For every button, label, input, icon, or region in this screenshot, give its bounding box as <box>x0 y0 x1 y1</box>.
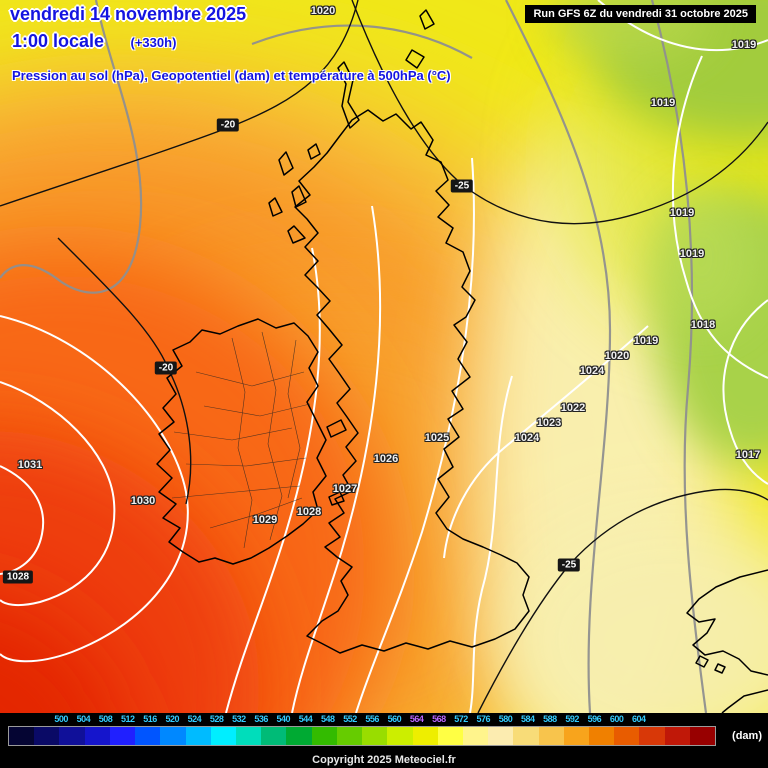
legend-color-bar <box>8 726 716 746</box>
copyright-text: Copyright 2025 Meteociel.fr <box>312 754 456 766</box>
legend-swatch <box>614 727 640 745</box>
pressure-label: 1030 <box>130 495 156 507</box>
pressure-label: 1019 <box>650 97 676 109</box>
legend-value-row: 500 504 508 512 516 520 524 528 532 536 540 544 548 5… <box>50 714 650 724</box>
legend-value: 548 <box>320 714 335 724</box>
map-parameters-subtitle: Pression au sol (hPa), Geopotentiel (dam… <box>12 68 451 83</box>
pressure-label: 1022 <box>560 402 586 414</box>
legend-swatch <box>34 727 60 745</box>
temperature-label: -20 <box>154 361 178 375</box>
legend-swatch <box>437 727 463 745</box>
legend-swatch <box>538 727 564 745</box>
temperature-label: -25 <box>557 558 581 572</box>
legend-value: 540 <box>276 714 291 724</box>
legend-value: 568 <box>432 714 446 724</box>
legend-value: 576 <box>476 714 491 724</box>
model-run-info: Run GFS 6Z du vendredi 31 octobre 2025 <box>525 5 756 23</box>
legend-value: 504 <box>76 714 91 724</box>
legend-value: 524 <box>187 714 202 724</box>
legend-swatch <box>210 727 236 745</box>
legend-value: 584 <box>520 714 535 724</box>
forecast-time: 1:00 locale <box>12 31 105 51</box>
legend-swatch <box>689 727 716 745</box>
temperature-label: -25 <box>450 179 474 193</box>
geopotential-contours <box>0 0 708 713</box>
legend-value: 604 <box>632 714 646 724</box>
legend-value: 536 <box>254 714 268 724</box>
pressure-label: 1026 <box>373 453 399 465</box>
pressure-label: 1024 <box>514 432 540 444</box>
legend-swatch <box>589 727 615 745</box>
forecast-map: 1020 1019 1019 1019 1019 1018 1019 1020 1024 1022… <box>0 0 768 713</box>
pressure-label-boxed: 1028 <box>2 570 34 584</box>
isobar-contours <box>0 0 768 713</box>
legend-value: 512 <box>121 714 135 724</box>
forecast-hour-offset: (+330h) <box>130 35 177 50</box>
legend-swatch <box>513 727 539 745</box>
temperature-label: -20 <box>216 118 240 132</box>
legend-swatch <box>185 727 211 745</box>
legend-value: 592 <box>565 714 579 724</box>
legend-swatch <box>9 727 35 745</box>
legend-value: 500 <box>54 714 68 724</box>
legend-unit: (dam) <box>732 730 762 742</box>
legend-value: 564 <box>409 714 424 724</box>
legend-value: 544 <box>298 714 313 724</box>
pressure-label: 1019 <box>679 248 705 260</box>
legend-value: 596 <box>587 714 602 724</box>
legend-swatch <box>664 727 690 745</box>
legend-swatch <box>160 727 186 745</box>
pressure-label: 1019 <box>731 39 757 51</box>
pressure-label: 1029 <box>252 514 278 526</box>
pressure-label: 1024 <box>579 365 605 377</box>
legend-swatch <box>336 727 363 745</box>
pressure-label: 1020 <box>604 350 630 362</box>
legend-swatch <box>462 727 489 745</box>
pressure-label: 1020 <box>310 5 336 17</box>
legend-swatch <box>84 727 110 745</box>
legend-swatch <box>311 727 337 745</box>
pressure-label: 1031 <box>17 459 43 471</box>
legend-value: 580 <box>498 714 513 724</box>
legend-value: 532 <box>232 714 246 724</box>
pressure-label: 1027 <box>332 483 358 495</box>
coastlines <box>156 9 768 713</box>
legend-value: 556 <box>365 714 379 724</box>
legend-value: 508 <box>98 714 113 724</box>
pressure-label: 1025 <box>424 432 450 444</box>
legend-value: 588 <box>543 714 557 724</box>
legend-value: 528 <box>209 714 224 724</box>
pressure-label: 1017 <box>735 449 761 461</box>
pressure-label: 1028 <box>296 506 322 518</box>
legend: 500 504 508 512 516 520 524 528 532 536 540 544 548 5… <box>0 713 768 768</box>
legend-swatch <box>563 727 590 745</box>
legend-swatch <box>59 727 85 745</box>
legend-value: 552 <box>343 714 357 724</box>
legend-swatch <box>109 727 136 745</box>
legend-swatch <box>362 727 388 745</box>
legend-value: 520 <box>165 714 179 724</box>
legend-swatch <box>261 727 287 745</box>
legend-value: 516 <box>143 714 157 724</box>
pressure-label: 1023 <box>536 417 562 429</box>
map-graphic <box>0 0 768 713</box>
legend-value: 600 <box>609 714 624 724</box>
legend-swatch <box>286 727 312 745</box>
legend-swatch <box>387 727 413 745</box>
pressure-label: 1019 <box>633 335 659 347</box>
pressure-label: 1018 <box>690 319 716 331</box>
legend-swatch <box>235 727 262 745</box>
legend-swatch <box>639 727 665 745</box>
legend-swatch <box>488 727 514 745</box>
forecast-date: vendredi 14 novembre 2025 <box>10 4 247 24</box>
legend-swatch <box>135 727 161 745</box>
region-boundaries <box>171 331 311 549</box>
legend-value: 560 <box>387 714 402 724</box>
legend-value: 572 <box>454 714 468 724</box>
legend-swatch <box>412 727 438 745</box>
forecast-time-row: 1:00 locale (+330h) <box>12 31 176 52</box>
pressure-label: 1019 <box>669 207 695 219</box>
